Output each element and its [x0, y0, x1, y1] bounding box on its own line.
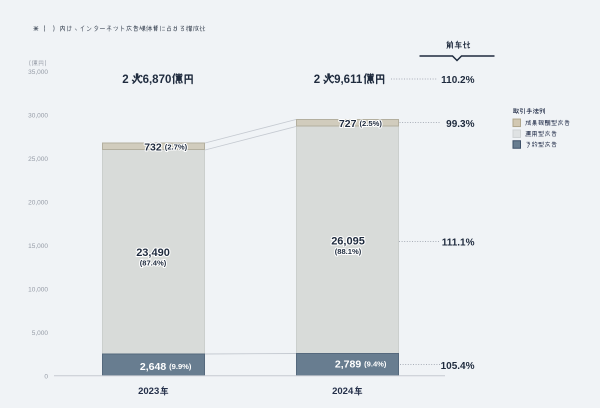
svg-text:732: 732 [144, 141, 162, 153]
svg-text:(2.5%): (2.5%) [360, 119, 383, 128]
svg-text:105.4%: 105.4% [441, 361, 475, 372]
svg-text:0: 0 [44, 373, 48, 380]
svg-text:110.2%: 110.2% [441, 75, 474, 86]
svg-text:2023: 2023 [138, 386, 159, 397]
svg-text:(87.4%): (87.4%) [140, 259, 167, 268]
svg-text:26,095: 26,095 [331, 236, 365, 248]
svg-text:727: 727 [339, 118, 357, 130]
svg-text:(88.1%): (88.1%) [335, 247, 362, 256]
svg-text:(2.7%): (2.7%) [165, 143, 188, 152]
svg-text:2,648: 2,648 [140, 361, 166, 373]
svg-text:23,490: 23,490 [136, 247, 170, 259]
svg-text:35,000: 35,000 [28, 69, 48, 76]
svg-text:2024: 2024 [332, 386, 354, 397]
svg-text:25,000: 25,000 [28, 156, 48, 163]
svg-text:10,000: 10,000 [28, 286, 48, 293]
svg-text:20,000: 20,000 [28, 199, 48, 206]
svg-text:111.1%: 111.1% [442, 237, 475, 248]
svg-text:6,870: 6,870 [143, 74, 172, 86]
svg-text:2: 2 [314, 74, 320, 86]
svg-text:(9.9%): (9.9%) [169, 362, 192, 371]
svg-text:2,789: 2,789 [335, 358, 361, 370]
svg-text:9,611: 9,611 [334, 74, 363, 86]
svg-text:30,000: 30,000 [28, 112, 48, 119]
svg-text:2: 2 [122, 74, 128, 86]
svg-text:(9.4%): (9.4%) [364, 360, 387, 369]
svg-text:99.3%: 99.3% [446, 119, 474, 130]
svg-text:15,000: 15,000 [28, 243, 48, 250]
svg-text:5,000: 5,000 [32, 330, 49, 337]
